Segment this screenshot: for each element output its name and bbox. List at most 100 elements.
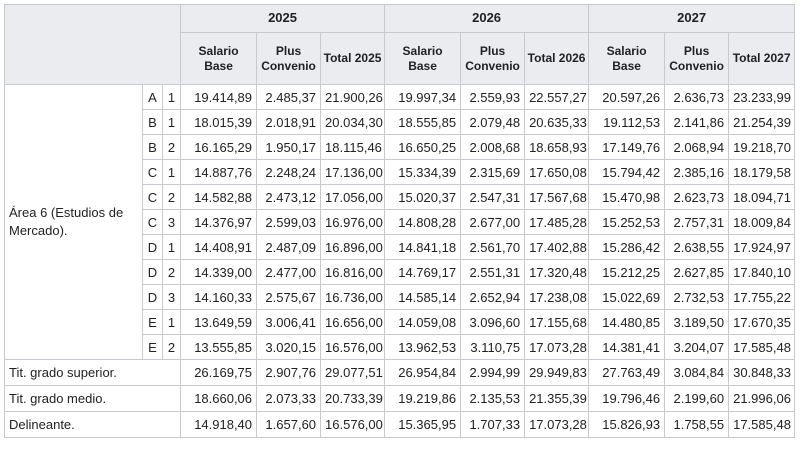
summary-label-cell: Tit. grado medio. [3, 385, 182, 412]
value-cell: 20.635,33 [524, 109, 590, 135]
value-cell: 16.976,00 [320, 209, 386, 235]
value-cell: 2.473,12 [256, 184, 322, 210]
value-cell: 17.650,08 [524, 159, 590, 185]
column-header-plus-convenio-2027: Plus Convenio [664, 32, 730, 85]
value-cell: 17.320,48 [524, 259, 590, 285]
value-cell: 16.656,00 [320, 309, 386, 335]
value-cell: 14.408,91 [180, 234, 258, 260]
value-cell: 2.018,91 [256, 109, 322, 135]
value-cell: 2.638,55 [664, 234, 730, 260]
level-cell: 3 [161, 284, 182, 310]
table-row: D 1 14.408,91 2.487,09 16.896,00 14.841,18 2… [5, 234, 796, 260]
level-cell: 1 [161, 109, 182, 135]
value-cell: 1.707,33 [460, 411, 526, 438]
value-cell: 14.376,97 [180, 209, 258, 235]
value-cell: 19.218,70 [728, 134, 796, 160]
column-header-total-2026: Total 2026 [524, 32, 590, 85]
value-cell: 3.084,84 [664, 359, 730, 386]
table-row: Área 6 (Estudios de Mercado). A 1 19.414… [4, 84, 796, 360]
value-cell: 2.135,53 [460, 385, 526, 412]
value-cell: 18.660,06 [180, 385, 258, 412]
value-cell: 3.096,60 [460, 309, 526, 335]
column-header-salario-base-2025: Salario Base [180, 32, 258, 85]
level-cell: 1 [161, 84, 182, 110]
value-cell: 15.022,69 [588, 284, 666, 310]
column-header-salario-base-2026: Salario Base [384, 32, 462, 85]
value-cell: 18.658,93 [524, 134, 590, 160]
value-cell: 3.020,15 [256, 334, 322, 360]
level-cell: 1 [161, 309, 182, 335]
year-header-2026: 2026 [384, 4, 590, 33]
value-cell: 14.918,40 [180, 411, 258, 438]
value-cell: 13.555,85 [180, 334, 258, 360]
value-cell: 16.576,00 [320, 411, 386, 438]
value-cell: 17.073,28 [524, 411, 590, 438]
level-cell: 2 [161, 334, 182, 360]
value-cell: 29.077,51 [320, 359, 386, 386]
category-cell: C [142, 184, 163, 210]
value-cell: 2.008,68 [460, 134, 526, 160]
salary-table: 2025 2026 2027 Salario Base Plus Conveni… [3, 4, 796, 438]
value-cell: 2.199,60 [664, 385, 730, 412]
table-row: E 1 13.649,59 3.006,41 16.656,00 14.059,08 3… [5, 309, 796, 335]
value-cell: 14.480,85 [588, 309, 666, 335]
summary-label-cell: Delineante. [3, 411, 182, 438]
value-cell: 16.816,00 [320, 259, 386, 285]
value-cell: 2.599,03 [256, 209, 322, 235]
value-cell: 17.670,35 [728, 309, 796, 335]
value-cell: 2.623,73 [664, 184, 730, 210]
value-cell: 2.485,37 [256, 84, 322, 110]
value-cell: 1.758,55 [664, 411, 730, 438]
value-cell: 3.189,50 [664, 309, 730, 335]
table-row: Tit. grado medio. 18.660,06 2.073,33 20.73… [3, 385, 796, 412]
value-cell: 2.561,70 [460, 234, 526, 260]
value-cell: 15.334,39 [384, 159, 462, 185]
value-cell: 2.141,86 [664, 109, 730, 135]
level-cell: 1 [161, 234, 182, 260]
value-cell: 17.056,00 [320, 184, 386, 210]
level-cell: 1 [161, 159, 182, 185]
value-cell: 27.763,49 [588, 359, 666, 386]
value-cell: 1.950,17 [256, 134, 322, 160]
value-cell: 17.149,76 [588, 134, 666, 160]
value-cell: 15.252,53 [588, 209, 666, 235]
value-cell: 17.840,10 [728, 259, 796, 285]
value-cell: 13.649,59 [180, 309, 258, 335]
table-row: C 3 14.376,97 2.599,03 16.976,00 14.808,28 2… [5, 209, 796, 235]
value-cell: 2.575,67 [256, 284, 322, 310]
value-cell: 20.034,30 [320, 109, 386, 135]
category-cell: B [142, 134, 163, 160]
value-cell: 20.733,39 [320, 385, 386, 412]
column-header-salario-base-2027: Salario Base [588, 32, 666, 85]
value-cell: 29.949,83 [524, 359, 590, 386]
level-cell: 2 [161, 134, 182, 160]
value-cell: 16.165,29 [180, 134, 258, 160]
value-cell: 19.997,34 [384, 84, 462, 110]
summary-label-cell: Tit. grado superior. [3, 359, 182, 386]
category-cell: D [142, 234, 163, 260]
value-cell: 15.826,93 [588, 411, 666, 438]
level-cell: 2 [161, 259, 182, 285]
table-row: B 1 18.015,39 2.018,91 20.034,30 18.555,85 2… [5, 109, 796, 135]
value-cell: 14.059,08 [384, 309, 462, 335]
year-header-row: 2025 2026 2027 [3, 4, 796, 85]
value-cell: 17.755,22 [728, 284, 796, 310]
value-cell: 17.567,68 [524, 184, 590, 210]
value-cell: 1.657,60 [256, 411, 322, 438]
corner-cell [3, 4, 182, 85]
value-cell: 15.794,42 [588, 159, 666, 185]
value-cell: 2.551,31 [460, 259, 526, 285]
value-cell: 2.477,00 [256, 259, 322, 285]
value-cell: 3.204,07 [664, 334, 730, 360]
value-cell: 2.636,73 [664, 84, 730, 110]
value-cell: 2.994,99 [460, 359, 526, 386]
value-cell: 22.557,27 [524, 84, 590, 110]
value-cell: 18.094,71 [728, 184, 796, 210]
value-cell: 13.962,53 [384, 334, 462, 360]
category-cell: B [142, 109, 163, 135]
column-header-plus-convenio-2026: Plus Convenio [460, 32, 526, 85]
value-cell: 23.233,99 [728, 84, 796, 110]
value-cell: 17.402,88 [524, 234, 590, 260]
value-cell: 26.169,75 [180, 359, 258, 386]
table-row: Delineante. 14.918,40 1.657,60 16.576,00 15… [3, 411, 796, 438]
